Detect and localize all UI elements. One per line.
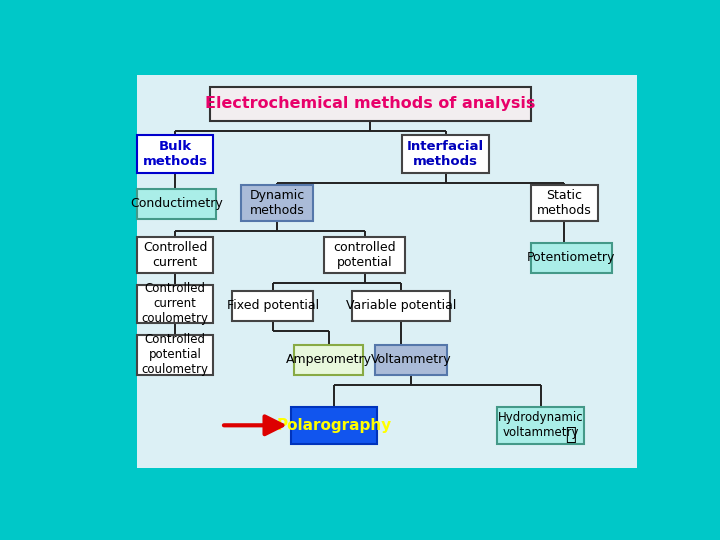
Text: Voltammetry: Voltammetry — [371, 353, 451, 366]
Text: Fixed potential: Fixed potential — [227, 299, 319, 312]
Bar — [138, 285, 213, 322]
Text: Controlled
current: Controlled current — [143, 241, 207, 269]
Text: Electrochemical methods of analysis: Electrochemical methods of analysis — [205, 96, 536, 111]
Bar — [531, 243, 612, 273]
Text: Potentiometry: Potentiometry — [527, 251, 616, 264]
Text: Hydrodynamic
voltammetry: Hydrodynamic voltammetry — [498, 411, 583, 440]
Text: Interfacial
methods: Interfacial methods — [408, 140, 485, 168]
Text: Static
methods: Static methods — [537, 189, 592, 217]
Bar — [531, 185, 598, 221]
Text: controlled
potential: controlled potential — [333, 241, 396, 269]
Text: 🔊: 🔊 — [566, 426, 577, 444]
Bar — [233, 291, 313, 321]
Bar — [138, 238, 213, 273]
Bar — [324, 238, 405, 273]
Text: Amperometry: Amperometry — [286, 353, 372, 366]
Text: Variable potential: Variable potential — [346, 299, 456, 312]
Text: Dynamic
methods: Dynamic methods — [249, 189, 305, 217]
Bar — [291, 407, 377, 444]
Bar — [240, 185, 313, 221]
Bar — [210, 87, 531, 121]
Text: Bulk
methods: Bulk methods — [143, 140, 207, 168]
Bar — [294, 345, 364, 375]
Text: Polarography: Polarography — [276, 418, 392, 433]
Text: Conductimetry: Conductimetry — [130, 197, 223, 210]
Bar — [352, 291, 450, 321]
Text: Controlled
current
coulometry: Controlled current coulometry — [142, 282, 209, 326]
Bar — [138, 188, 215, 219]
Bar — [402, 136, 489, 173]
Bar — [374, 345, 447, 375]
Text: Controlled
potential
coulometry: Controlled potential coulometry — [142, 333, 209, 376]
Bar — [138, 75, 637, 468]
Bar — [138, 136, 213, 173]
Bar — [138, 335, 213, 375]
Bar — [498, 407, 584, 444]
